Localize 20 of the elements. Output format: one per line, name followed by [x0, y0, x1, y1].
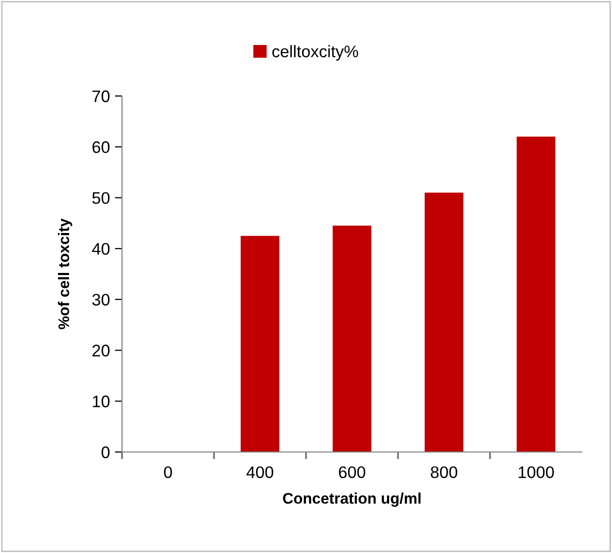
x-tick-label: 400	[246, 466, 274, 478]
bar	[516, 136, 556, 452]
bar	[332, 226, 372, 452]
y-tick-label: 10	[92, 396, 110, 408]
x-tick-label: 600	[338, 466, 366, 478]
bar	[240, 236, 280, 452]
x-tick-label: 0	[164, 466, 172, 478]
y-tick-label: 30	[92, 294, 110, 306]
x-tick-label: 1000	[518, 466, 554, 478]
y-tick-label: 40	[92, 242, 110, 255]
y-tick-label: 50	[92, 192, 110, 204]
legend-label: celltoxcity%	[272, 45, 358, 61]
y-tick-label: 70	[92, 90, 110, 102]
y-tick-label: 0	[102, 446, 110, 458]
bar	[424, 192, 464, 452]
y-tick-label: 20	[92, 344, 110, 356]
y-tick-label: 60	[92, 141, 110, 154]
y-axis-title: %of cell toxcity	[58, 218, 72, 330]
x-tick-label: 800	[430, 466, 458, 478]
x-axis-title: Concetration ug/ml	[283, 492, 421, 507]
